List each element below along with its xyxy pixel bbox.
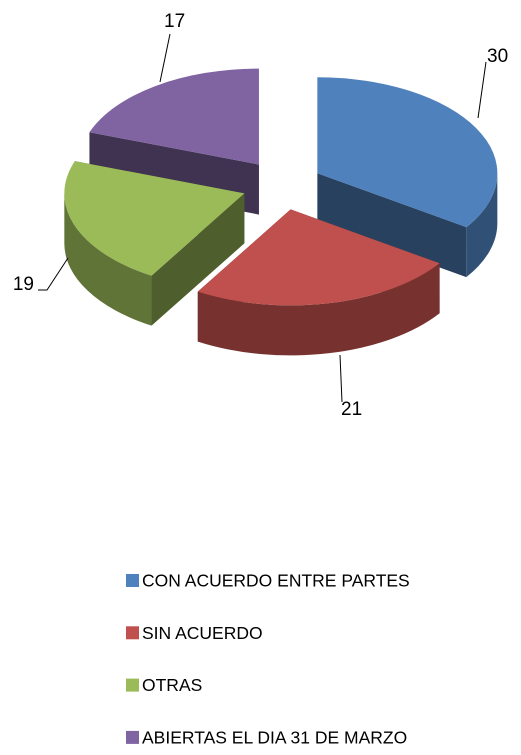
- data-label: 30: [487, 46, 508, 67]
- slice: [89, 68, 259, 165]
- slice: [64, 161, 245, 276]
- legend-swatch: [126, 626, 139, 640]
- data-label: 19: [13, 274, 34, 295]
- data-label: 17: [164, 11, 185, 32]
- legend-swatch: [126, 574, 139, 587]
- slice-side: [151, 193, 245, 326]
- slice-side: [317, 173, 467, 278]
- leader-line: [339, 354, 343, 403]
- slice-wall: [197, 263, 440, 356]
- data-label: 21: [341, 399, 362, 420]
- legend-label: ABIERTAS EL DIA 31 DE MARZO: [142, 728, 407, 748]
- legend-label: CON ACUERDO ENTRE PARTES: [142, 571, 410, 591]
- legend-swatch: [126, 678, 139, 692]
- slice: [317, 77, 498, 228]
- legend-label: OTRAS: [142, 675, 202, 695]
- slice-wall: [466, 173, 498, 278]
- legend-label: SIN ACUERDO: [142, 623, 263, 643]
- leader-line: [477, 61, 487, 119]
- leader-line: [159, 33, 171, 83]
- leader-line: [38, 257, 69, 291]
- slice: [197, 209, 440, 306]
- slice-wall: [64, 193, 152, 326]
- legend-swatch: [126, 730, 139, 744]
